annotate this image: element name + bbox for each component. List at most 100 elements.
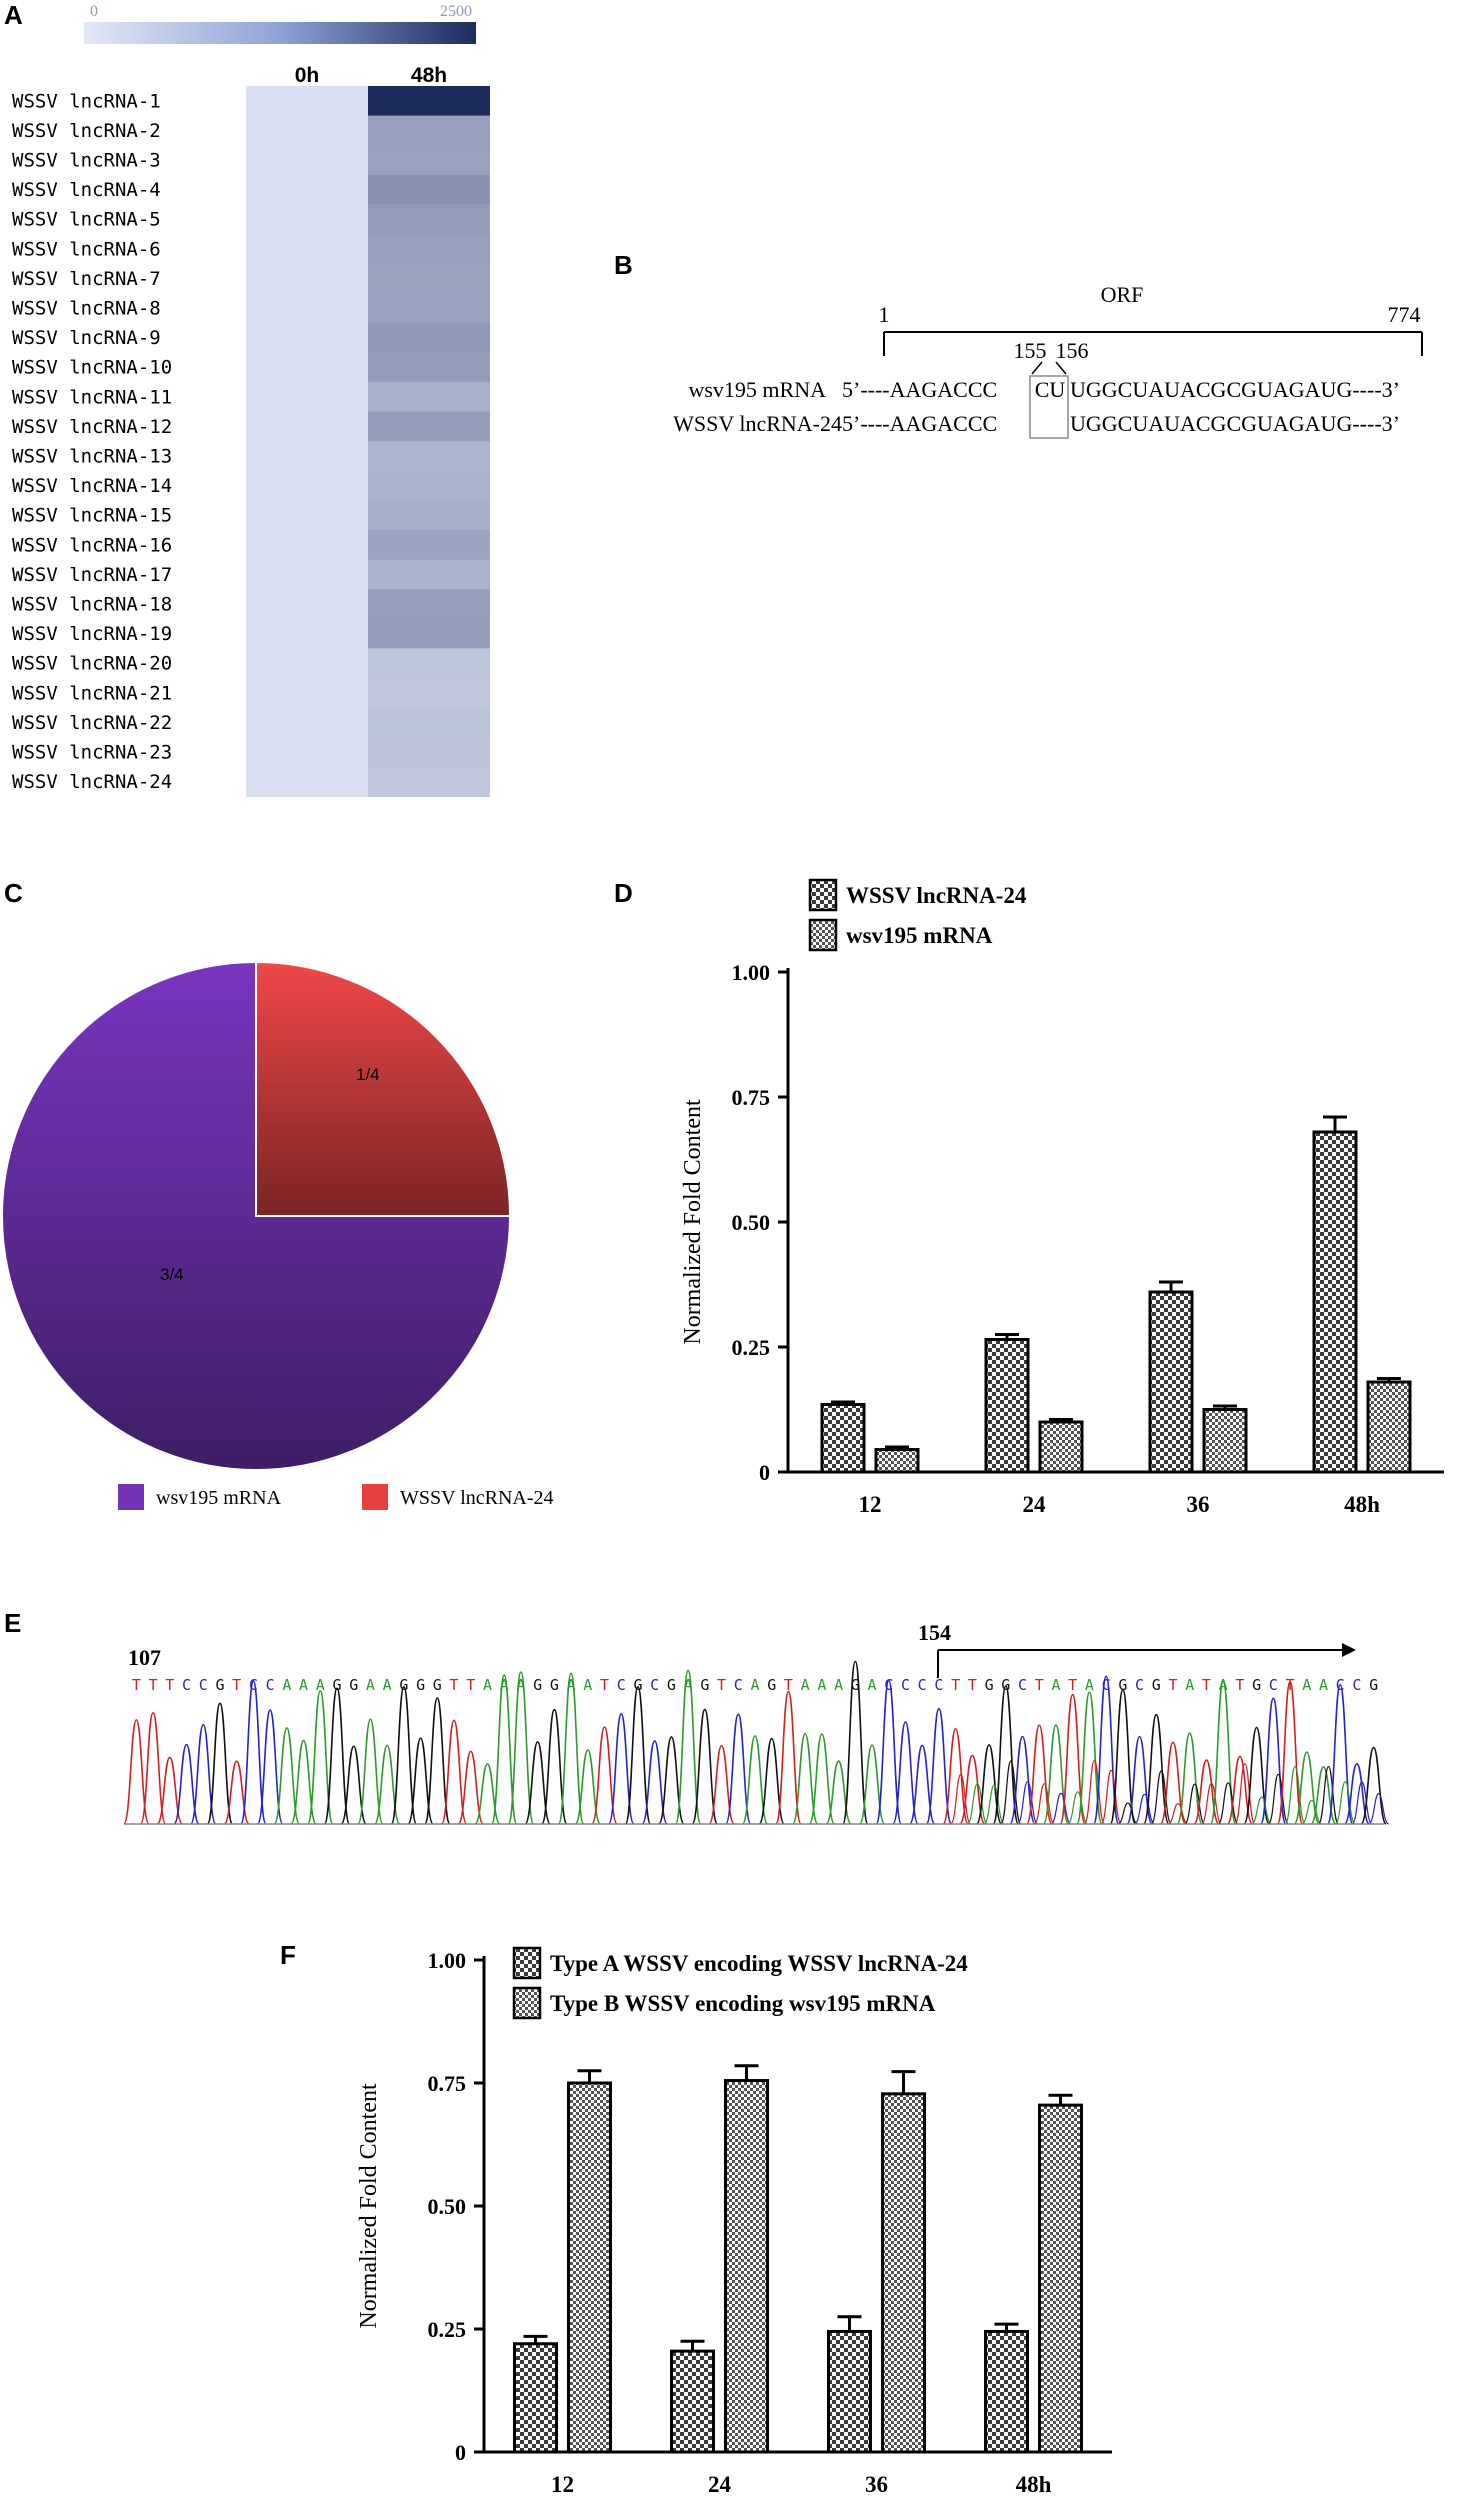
heatmap-cell [246,678,368,709]
y-axis-label: Normalized Fold Content [680,1099,706,1345]
heatmap-cell [368,678,490,709]
base-call: A [1302,1676,1311,1694]
heatmap-cell [368,174,490,205]
legend-swatch [512,1946,542,1980]
bar [881,2092,926,2454]
heatmap-cell [246,737,368,768]
heatmap-cell [368,559,490,590]
legend-label: Type A WSSV encoding WSSV lncRNA-24 [550,1951,968,1976]
y-tick-label: 0.50 [732,1210,771,1235]
trace-peak [1109,1689,1137,1825]
base-call: A [316,1676,325,1694]
heatmap-cell [368,589,490,620]
trace-peak [1276,1681,1304,1825]
base-call: T [1235,1676,1244,1694]
trace-peak [925,1707,953,1825]
base-call: C [1102,1676,1111,1694]
trace-peak [1301,1799,1323,1825]
heatmap-row-label: WSSV lncRNA-9 [12,327,161,349]
base-call: T [1068,1676,1077,1694]
trace-peak [357,1718,384,1825]
trace-peak [1251,1796,1272,1825]
heatmap-cell [368,766,490,797]
y-tick-label: 1.00 [428,1948,467,1973]
legend-label: WSSV lncRNA-24 [846,883,1027,908]
heatmap-cell [368,441,490,472]
row1-right-seq: UGGCUAUACGCGUAGAUG----3’ [1070,377,1400,402]
heatmap-cell [368,204,490,235]
trace-peak [892,1721,919,1825]
base-call: C [934,1676,943,1694]
trace-peak [1234,1763,1256,1825]
trace-peak [273,1727,301,1825]
trace-peak [1117,1802,1139,1825]
heatmap-row-label: WSSV lncRNA-7 [12,268,161,290]
trace-peak [557,1672,585,1825]
bar [827,2329,872,2454]
heatmap-row-label: WSSV lncRNA-21 [12,682,172,704]
base-call: C [249,1676,258,1694]
trace-peak [791,1733,819,1825]
trace-peak [1016,1781,1039,1825]
base-call: T [1168,1676,1177,1694]
row2-name: WSSV lncRNA-24 [673,411,842,436]
legend-label: Type B WSSV encoding wsv195 mRNA [550,1991,936,2016]
base-call: G [332,1676,341,1694]
base-call: C [1352,1676,1361,1694]
heatmap-row-label: WSSV lncRNA-6 [12,238,161,260]
base-call: T [232,1676,241,1694]
base-call: T [968,1676,977,1694]
trace-peak [173,1743,200,1825]
legend-swatch [512,1986,542,2020]
base-call: C [1135,1676,1144,1694]
trace-peak [875,1679,903,1825]
row2-left-seq: 5’----AAGACCC [842,411,997,436]
heatmap-cell [246,470,368,501]
base-call: G [550,1676,559,1694]
scale-min-label: 0 [90,3,98,20]
pos-155-tick [1031,361,1043,375]
heatmap-row-label: WSSV lncRNA-20 [12,653,172,675]
heatmap-cell [246,618,368,649]
panel-a-letter: A [4,0,23,30]
trace-peak [1025,1724,1053,1825]
trace-peak [724,1713,752,1825]
y-tick-label: 1.00 [732,960,771,985]
base-call: C [266,1676,275,1694]
heatmap-cell [368,500,490,531]
heatmap-row-label: WSSV lncRNA-10 [12,357,172,379]
trace-peak [992,1685,1020,1825]
base-call: G [1152,1676,1161,1694]
base-call: C [650,1676,659,1694]
trace-peak [139,1712,167,1825]
trace-peak [1360,1746,1387,1825]
heatmap-row-label: WSSV lncRNA-13 [12,446,172,468]
trace-peak [1067,1791,1089,1825]
trace-peak [1267,1773,1289,1825]
y-tick-label: 0 [455,2440,466,2465]
trace-peak [1176,1732,1204,1825]
base-call: A [801,1676,810,1694]
base-call: A [282,1676,291,1694]
base-call: G [416,1676,425,1694]
heatmap-color-scale [84,22,476,44]
base-call: A [1085,1676,1094,1694]
base-call: G [433,1676,442,1694]
base-call: C [199,1676,208,1694]
base-call: C [884,1676,893,1694]
heatmap-cell [368,115,490,146]
heatmap-cell [246,559,368,590]
trace-peak [507,1671,535,1825]
trace-peak [1059,1693,1086,1825]
base-call: T [165,1676,174,1694]
base-call: A [516,1676,525,1694]
trace-peak [983,1784,1005,1825]
x-tick-label: 48h [1344,1492,1380,1517]
base-call: T [717,1676,726,1694]
trace-peak [1083,1759,1106,1825]
trace-peak [323,1687,351,1825]
heatmap-cell [246,530,368,561]
base-call: A [684,1676,693,1694]
bar [984,2329,1029,2454]
